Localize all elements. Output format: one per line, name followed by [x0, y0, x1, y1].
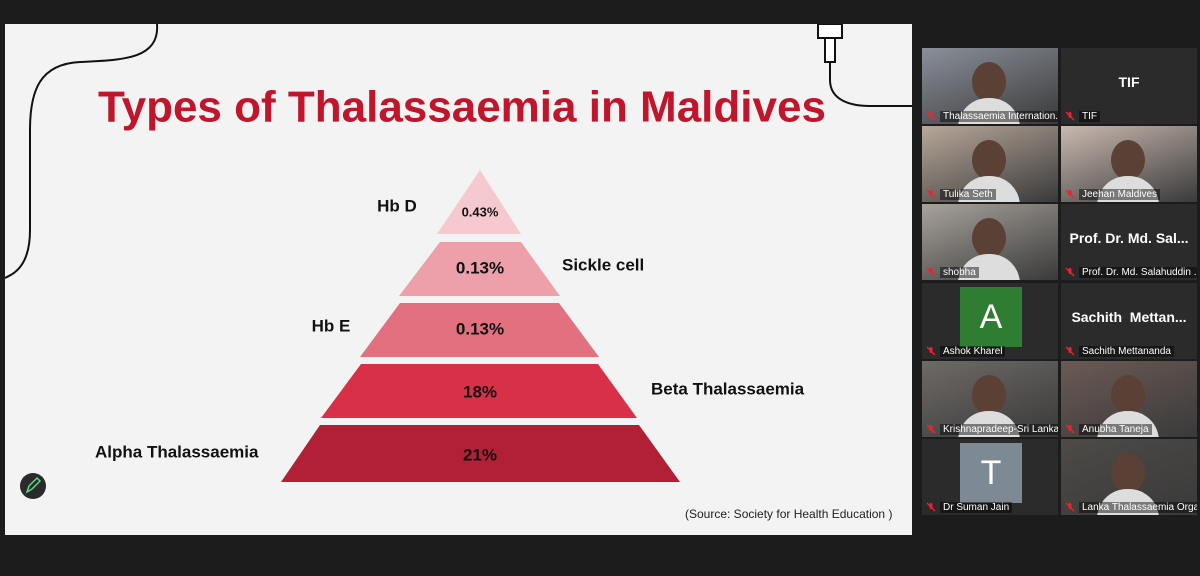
participant-name: Krishnapradeep-Sri Lanka [940, 424, 1058, 435]
level-value: 0.13% [456, 258, 504, 277]
decor-line [5, 24, 159, 279]
pyramid-level [437, 170, 521, 234]
person [1111, 375, 1145, 415]
mute-icon [926, 424, 936, 434]
decor-line [829, 62, 912, 107]
participant-name: Tulika Seth [940, 189, 996, 200]
edit-button[interactable] [20, 473, 46, 499]
video [1061, 361, 1197, 437]
person [1111, 453, 1145, 493]
edit-icon [25, 476, 42, 494]
mute-icon [926, 502, 936, 512]
level-label: Beta Thalassaemia [651, 379, 805, 398]
person [972, 218, 1006, 258]
display-name: TIF [1118, 74, 1140, 90]
level-label: Sickle cell [562, 255, 644, 274]
pyramid: 0.43% Hb D 0.13% Sickle cell 0.13% Hb E 18% Bet… [95, 170, 805, 482]
video [1061, 439, 1197, 515]
mute-icon [926, 111, 936, 121]
level-value: 0.13% [456, 319, 504, 338]
participant-name: Sachith Mettananda [1079, 346, 1174, 357]
participant-name: Lanka Thalassaemia Orga... [1079, 502, 1197, 513]
participant-tile[interactable]: Jeehan Maldives [1061, 126, 1197, 202]
pyramid-level [321, 364, 637, 418]
level-value: 21% [463, 445, 497, 464]
pyramid-level [281, 425, 680, 482]
participant-name: shobha [940, 267, 979, 278]
mute-icon [1065, 111, 1075, 121]
participant-name: Anubha Taneja [1079, 424, 1152, 435]
level-label: Hb D [377, 196, 417, 215]
mute-icon [1065, 424, 1075, 434]
participant-name: Thalassaemia Internation... [940, 111, 1058, 122]
level-value: 0.43% [462, 204, 499, 219]
pyramid-level [399, 242, 560, 296]
participant-tile[interactable]: T Dr Suman Jain [922, 439, 1058, 515]
mute-icon [926, 346, 936, 356]
person [972, 375, 1006, 415]
video [922, 126, 1058, 202]
mute-icon [926, 189, 936, 199]
source: (Source: Society for Health Education ) [685, 507, 892, 521]
person [1111, 140, 1145, 180]
participant-tile[interactable]: TIF TIF [1061, 48, 1197, 124]
participant-tile[interactable]: shobha [922, 204, 1058, 280]
participant-tile[interactable]: Lanka Thalassaemia Orga... [1061, 439, 1197, 515]
mute-icon [1065, 502, 1075, 512]
participant-tile[interactable]: Anubha Taneja [1061, 361, 1197, 437]
mute-icon [1065, 346, 1075, 356]
video [922, 48, 1058, 124]
level-label: Alpha Thalassaemia [95, 442, 259, 461]
display-name: Prof. Dr. Md. Sal... [1069, 230, 1189, 246]
participant-name: TIF [1079, 111, 1100, 122]
video [922, 361, 1058, 437]
video [922, 204, 1058, 280]
pyramid-level [360, 303, 599, 357]
mute-icon [1065, 267, 1075, 277]
participant-tile[interactable]: A Ashok Kharel [922, 283, 1058, 359]
participant-name: Dr Suman Jain [940, 502, 1013, 513]
decor-lamp [824, 37, 836, 63]
slide: Types of Thalassaemia in Maldives 0.43% H… [5, 24, 912, 535]
participant-name: Jeehan Maldives [1079, 189, 1161, 200]
mute-icon [1065, 189, 1075, 199]
participant-tile[interactable]: Sachith Mettan... Sachith Mettananda [1061, 283, 1197, 359]
participant-tile[interactable]: Thalassaemia Internation... [922, 48, 1058, 124]
level-label: Hb E [312, 316, 351, 335]
participant-name: Ashok Kharel [940, 346, 1006, 357]
person [972, 140, 1006, 180]
avatar: T [960, 443, 1022, 503]
level-value: 18% [463, 382, 497, 401]
mute-icon [926, 267, 936, 277]
display-name: Sachith Mettan... [1071, 309, 1187, 325]
participant-tile[interactable]: Krishnapradeep-Sri Lanka [922, 361, 1058, 437]
avatar: A [960, 287, 1022, 347]
participant-name: Prof. Dr. Md. Salahuddin ... [1079, 267, 1197, 278]
video [1061, 126, 1197, 202]
participant-tile[interactable]: Prof. Dr. Md. Sal... Prof. Dr. Md. Salahu… [1061, 204, 1197, 280]
slide-title: Types of Thalassaemia in Maldives [98, 83, 826, 132]
decor-lamp [817, 24, 843, 39]
participant-tile[interactable]: Tulika Seth [922, 126, 1058, 202]
person [972, 62, 1006, 102]
